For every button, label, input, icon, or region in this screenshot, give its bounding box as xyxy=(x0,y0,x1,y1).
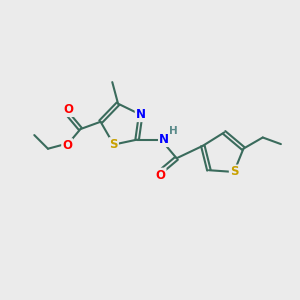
Text: S: S xyxy=(230,166,238,178)
Text: S: S xyxy=(110,138,118,151)
Text: N: N xyxy=(159,133,169,146)
Text: O: O xyxy=(62,139,72,152)
Text: O: O xyxy=(156,169,166,182)
Text: N: N xyxy=(136,108,146,121)
Text: H: H xyxy=(169,126,178,136)
Text: O: O xyxy=(64,103,74,116)
